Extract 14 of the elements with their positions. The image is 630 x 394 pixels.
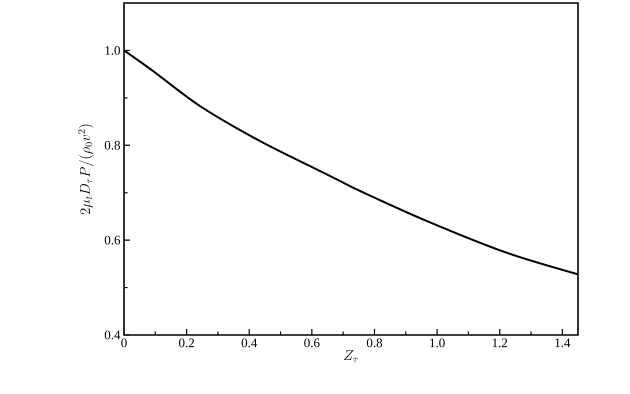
x-tick-label: 0.4 <box>242 338 258 348</box>
x-tick-label: 0.6 <box>304 338 320 348</box>
x-tick-label: 1.2 <box>492 338 508 348</box>
x-tick-label: 1.0 <box>430 338 445 348</box>
x-axis-title: $Z_\tau$ <box>344 350 358 362</box>
y-axis-title: $2\mu_t D_\tau P/(\rho_0 v^2)$ <box>78 124 94 214</box>
x-tick-label: 1.4 <box>555 338 570 348</box>
y-tick-label: 0.4 <box>104 330 120 340</box>
y-tick-label: 0.6 <box>104 236 120 245</box>
y-tick-label: 1.0 <box>105 46 120 55</box>
x-tick-label: 0 <box>121 338 127 348</box>
y-tick-label: 0.8 <box>104 140 120 150</box>
x-tick-label: 0.2 <box>179 338 194 348</box>
x-tick-label: 0.8 <box>366 338 382 348</box>
